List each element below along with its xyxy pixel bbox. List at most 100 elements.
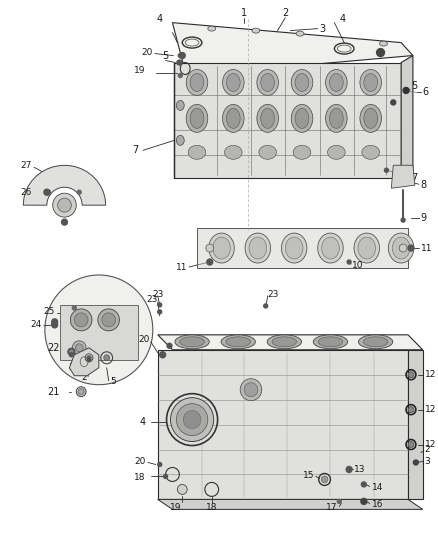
- Polygon shape: [401, 55, 413, 178]
- Text: 8: 8: [421, 180, 427, 190]
- Text: 7: 7: [132, 146, 138, 155]
- Polygon shape: [69, 348, 99, 376]
- Ellipse shape: [58, 198, 71, 212]
- Text: 5: 5: [162, 51, 169, 61]
- Circle shape: [77, 190, 81, 194]
- Ellipse shape: [281, 233, 307, 263]
- Text: 18: 18: [206, 503, 217, 512]
- Text: 20: 20: [138, 335, 150, 344]
- Ellipse shape: [321, 476, 328, 483]
- Text: 24: 24: [31, 320, 42, 329]
- Ellipse shape: [358, 335, 393, 349]
- Text: 4: 4: [157, 14, 163, 23]
- Ellipse shape: [364, 108, 378, 128]
- Polygon shape: [391, 165, 415, 188]
- Text: 18: 18: [134, 473, 146, 482]
- Text: 15: 15: [303, 471, 315, 480]
- Ellipse shape: [240, 379, 262, 401]
- Ellipse shape: [180, 337, 205, 347]
- Ellipse shape: [272, 337, 297, 347]
- Circle shape: [78, 389, 84, 394]
- Circle shape: [178, 53, 182, 58]
- Ellipse shape: [295, 74, 309, 92]
- Ellipse shape: [380, 41, 387, 46]
- Circle shape: [68, 348, 75, 356]
- Ellipse shape: [399, 244, 407, 252]
- Polygon shape: [158, 335, 423, 350]
- Ellipse shape: [221, 335, 255, 349]
- Ellipse shape: [177, 135, 184, 146]
- Text: 23: 23: [146, 295, 157, 304]
- Ellipse shape: [358, 237, 376, 259]
- Circle shape: [361, 482, 366, 487]
- Ellipse shape: [71, 309, 92, 331]
- Ellipse shape: [170, 398, 214, 441]
- Ellipse shape: [354, 233, 380, 263]
- Ellipse shape: [72, 341, 86, 355]
- Text: 27: 27: [21, 161, 32, 170]
- Text: 13: 13: [354, 465, 366, 474]
- Text: 25: 25: [43, 308, 55, 317]
- Ellipse shape: [261, 108, 275, 128]
- Circle shape: [80, 390, 83, 393]
- Ellipse shape: [186, 104, 208, 132]
- Circle shape: [158, 303, 162, 307]
- Polygon shape: [158, 350, 408, 499]
- Circle shape: [409, 246, 413, 250]
- Polygon shape: [174, 62, 401, 178]
- Ellipse shape: [362, 146, 380, 159]
- Circle shape: [377, 49, 385, 56]
- Ellipse shape: [291, 104, 313, 132]
- Circle shape: [164, 474, 168, 479]
- Ellipse shape: [252, 28, 260, 33]
- Ellipse shape: [183, 410, 201, 429]
- Circle shape: [264, 304, 268, 308]
- Ellipse shape: [223, 69, 244, 95]
- Ellipse shape: [325, 69, 347, 95]
- Circle shape: [178, 74, 182, 77]
- Circle shape: [46, 190, 50, 195]
- Polygon shape: [197, 228, 408, 268]
- Circle shape: [391, 100, 396, 105]
- Ellipse shape: [177, 100, 184, 110]
- Ellipse shape: [245, 233, 271, 263]
- Text: 19: 19: [134, 66, 146, 75]
- Polygon shape: [173, 22, 413, 76]
- Circle shape: [160, 352, 166, 358]
- Circle shape: [413, 460, 418, 465]
- Circle shape: [52, 322, 58, 328]
- Text: 4: 4: [339, 14, 346, 23]
- Circle shape: [346, 466, 352, 472]
- Ellipse shape: [291, 69, 313, 95]
- Circle shape: [167, 343, 172, 348]
- Ellipse shape: [364, 74, 378, 92]
- Ellipse shape: [408, 372, 414, 378]
- Circle shape: [207, 259, 213, 265]
- Circle shape: [158, 463, 162, 466]
- Text: 20: 20: [134, 457, 146, 466]
- Text: 23: 23: [268, 290, 279, 300]
- Ellipse shape: [102, 313, 116, 327]
- Ellipse shape: [296, 31, 304, 36]
- Ellipse shape: [175, 335, 209, 349]
- Ellipse shape: [190, 108, 204, 128]
- Circle shape: [62, 219, 67, 225]
- Ellipse shape: [408, 407, 414, 413]
- Circle shape: [158, 310, 162, 314]
- Ellipse shape: [76, 386, 86, 397]
- Ellipse shape: [249, 237, 267, 259]
- Circle shape: [69, 353, 73, 357]
- Circle shape: [52, 319, 58, 325]
- Ellipse shape: [318, 233, 343, 263]
- Polygon shape: [158, 499, 423, 510]
- Ellipse shape: [259, 146, 276, 159]
- Ellipse shape: [364, 337, 388, 347]
- Text: 14: 14: [372, 483, 383, 492]
- Text: 1: 1: [241, 7, 247, 18]
- Text: 2: 2: [81, 373, 87, 382]
- Ellipse shape: [213, 237, 230, 259]
- Ellipse shape: [295, 108, 309, 128]
- Text: 22: 22: [47, 343, 60, 353]
- Ellipse shape: [261, 74, 275, 92]
- Ellipse shape: [185, 39, 199, 46]
